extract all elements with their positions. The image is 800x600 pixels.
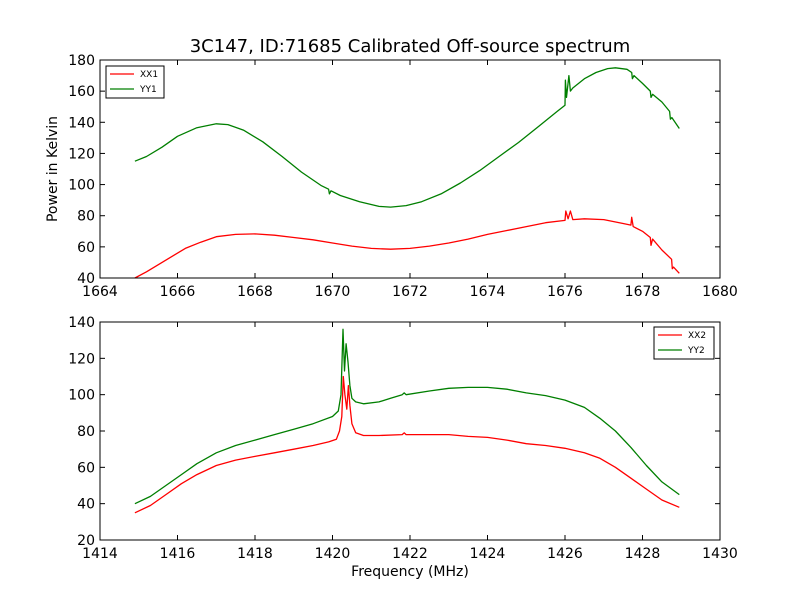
top-y-tick-label: 140 [68,115,95,131]
top-legend-box [105,65,165,99]
top-x-tick-label: 1666 [160,284,196,300]
top-x-tick-label: 1664 [82,284,118,300]
top-tick-layer: 1664 1666 1668 1670 1672 1674 1676 1678 1680 40 60… [68,53,738,300]
top-y-tick-label: 180 [68,53,95,69]
bottom-x-tick-label: 1428 [625,546,661,562]
top-series-layer [134,67,680,279]
bottom-plot-frame [99,321,721,541]
bottom-y-tick-label: 80 [77,424,95,440]
top-x-tick-label: 1676 [547,284,583,300]
top-y-tick-label: 60 [77,240,95,256]
top-chart: 3C147, ID:71685 Calibrated Off-source sp… [45,36,738,300]
bottom-x-tick-label: 1426 [547,546,583,562]
top-x-tick-label: 1680 [702,284,738,300]
bottom-legend: XX2 YY2 [653,326,715,360]
bottom-series-layer [134,328,680,514]
top-legend: XX1 YY1 [105,65,165,99]
bottom-x-tick-label: 1416 [160,546,196,562]
bottom-x-tick-label: 1430 [702,546,738,562]
bottom-x-tick-label: 1422 [392,546,428,562]
top-x-tick-label: 1674 [470,284,506,300]
top-y-tick-label: 120 [68,146,95,162]
top-y-tick-label: 80 [77,209,95,225]
bottom-y-tick-label: 40 [77,497,95,513]
series-line-yy1 [134,67,680,208]
bottom-y-tick-label: 120 [68,351,95,367]
top-y-tick-label: 100 [68,178,95,194]
legend-label-xx1: XX1 [140,70,158,80]
bottom-x-axis-label: Frequency (MHz) [351,564,469,580]
top-x-tick-label: 1668 [237,284,273,300]
bottom-y-tick-label: 100 [68,388,95,404]
top-y-tick-label: 40 [77,271,95,287]
bottom-x-tick-label: 1418 [237,546,273,562]
bottom-x-tick-label: 1420 [315,546,351,562]
bottom-y-tick-label: 140 [68,315,95,331]
legend-label-yy2: YY2 [687,346,705,356]
legend-label-xx2: XX2 [688,331,706,341]
bottom-chart: Frequency (MHz) 1414 1416 1418 1420 1422 1424… [68,315,738,580]
series-line-yy2 [134,328,680,505]
top-plot-frame [99,59,721,279]
top-x-tick-label: 1672 [392,284,428,300]
bottom-y-tick-label: 20 [77,533,95,549]
top-x-tick-label: 1670 [315,284,351,300]
series-line-xx2 [134,375,680,514]
top-x-tick-label: 1678 [625,284,661,300]
series-line-xx1 [134,210,680,279]
top-y-tick-label: 160 [68,84,95,100]
bottom-x-tick-label: 1414 [82,546,118,562]
top-y-axis-label: Power in Kelvin [45,116,61,222]
bottom-y-tick-label: 60 [77,460,95,476]
legend-label-yy1: YY1 [139,85,157,95]
chart-title: 3C147, ID:71685 Calibrated Off-source sp… [190,36,631,57]
bottom-x-tick-label: 1424 [470,546,506,562]
bottom-legend-box [653,326,715,360]
